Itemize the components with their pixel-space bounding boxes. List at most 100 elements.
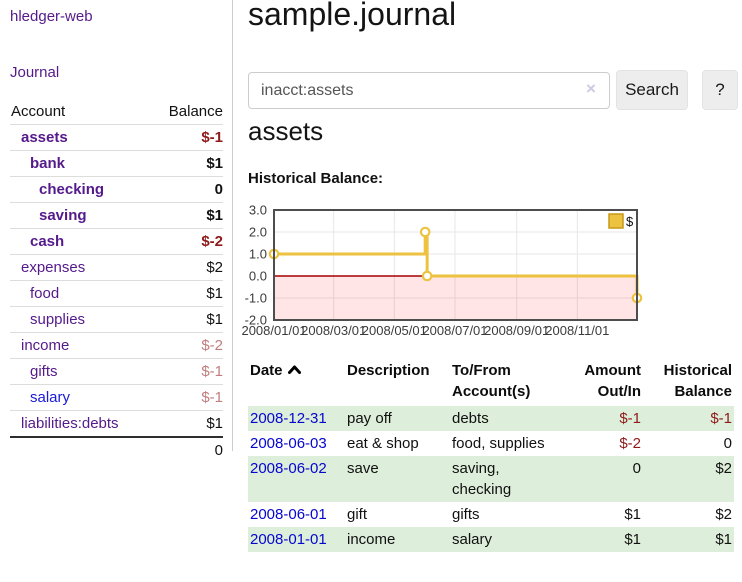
svg-text:2008/09/01: 2008/09/01 — [484, 323, 549, 338]
transaction-accounts: gifts — [452, 506, 480, 523]
svg-text:1.0: 1.0 — [249, 247, 267, 262]
account-link-assets[interactable]: assets — [21, 129, 68, 146]
main-content: sample.journal × Search ? assets Histori… — [241, 0, 742, 582]
transaction-amount: $-2 — [619, 435, 641, 452]
account-link-supplies[interactable]: supplies — [30, 311, 86, 328]
account-link-liabilities-debts[interactable]: liabilities:debts — [21, 415, 119, 432]
account-link-saving[interactable]: saving — [39, 207, 87, 224]
account-balance: $-1 — [151, 124, 223, 151]
transaction-date-link[interactable]: 2008-06-02 — [250, 460, 327, 477]
legend-label: $ — [626, 214, 634, 229]
transaction-amount: $1 — [624, 531, 641, 548]
account-row: income $-2 — [10, 332, 223, 359]
transaction-amount: $-1 — [619, 410, 641, 427]
account-balance: $1 — [151, 150, 223, 177]
chart-title: Historical Balance: — [248, 170, 384, 187]
account-balance: $1 — [151, 280, 223, 307]
transaction-date-link[interactable]: 2008-01-01 — [250, 531, 327, 548]
svg-text:2.0: 2.0 — [249, 225, 267, 240]
sidebar-item-journal[interactable]: Journal — [10, 64, 60, 81]
transaction-description: gift — [347, 506, 368, 523]
column-header-amount: Amount Out/In — [584, 362, 641, 400]
account-link-checking[interactable]: checking — [39, 181, 105, 198]
transaction-accounts: food, supplies — [452, 435, 545, 452]
register-table: Date Description To/From Account(s) Amou… — [248, 358, 734, 552]
page-title: sample.journal — [248, 0, 457, 32]
svg-text:2008/03/01: 2008/03/01 — [301, 323, 366, 338]
svg-text:2008/05/01: 2008/05/01 — [362, 323, 427, 338]
historical-balance-chart: 3.0 2.0 1.0 0.0 -1.0 -2.0 2008/01/01 2008/03/01… — [241, 198, 742, 348]
accounts-header-balance: Balance — [151, 100, 223, 125]
sort-ascending-icon — [287, 365, 301, 374]
account-balance: 0 — [151, 176, 223, 203]
help-button[interactable]: ? — [702, 70, 738, 110]
account-balance: $1 — [151, 410, 223, 438]
account-link-food[interactable]: food — [30, 285, 60, 302]
column-header-description: Description — [347, 362, 430, 379]
account-row: supplies $1 — [10, 306, 223, 333]
transaction-description: eat & shop — [347, 435, 419, 452]
transaction-row: 2008-06-03 eat & shop food, supplies $-2… — [248, 431, 734, 456]
account-link-salary[interactable]: salary — [30, 389, 71, 406]
transaction-accounts: saving, checking — [452, 460, 512, 498]
account-row: assets $-1 — [10, 124, 223, 151]
account-link-income[interactable]: income — [21, 337, 70, 354]
transaction-amount: 0 — [632, 460, 641, 477]
transaction-balance: $2 — [715, 460, 732, 477]
accounts-tree: Account Balance assets $-1 bank $1 check… — [10, 100, 223, 463]
transaction-row: 2008-06-01 gift gifts $1 $2 — [248, 502, 734, 527]
transaction-row: 2008-06-02 save saving, checking 0 $2 — [248, 456, 734, 502]
account-balance: $-1 — [151, 358, 223, 385]
svg-text:0.0: 0.0 — [249, 269, 267, 284]
transaction-balance: 0 — [723, 435, 732, 452]
transaction-accounts: salary — [452, 531, 493, 548]
search-bar: × Search ? — [248, 70, 742, 110]
account-row: cash $-2 — [10, 228, 223, 255]
account-link-bank[interactable]: bank — [30, 155, 66, 172]
accounts-header-row: Account Balance — [10, 100, 223, 125]
register-header-row: Date Description To/From Account(s) Amou… — [248, 358, 734, 406]
transaction-description: save — [347, 460, 379, 477]
svg-text:-2.0: -2.0 — [245, 313, 267, 328]
chart-canvas: 3.0 2.0 1.0 0.0 -1.0 -2.02008/01/012008/03/01… — [241, 203, 643, 338]
account-link-gifts[interactable]: gifts — [30, 363, 58, 380]
transaction-balance: $2 — [715, 506, 732, 523]
brand-link[interactable]: hledger-web — [10, 8, 93, 25]
account-row: liabilities:debts $1 — [10, 410, 223, 438]
account-row: salary $-1 — [10, 384, 223, 411]
accounts-header-account: Account — [10, 100, 152, 125]
transaction-date-link[interactable]: 2008-06-03 — [250, 435, 327, 452]
clear-search-icon[interactable]: × — [586, 79, 596, 98]
search-button[interactable]: Search — [616, 70, 688, 110]
transaction-balance: $1 — [715, 531, 732, 548]
account-balance: $-2 — [151, 332, 223, 359]
transaction-date-link[interactable]: 2008-12-31 — [250, 410, 327, 427]
account-row: checking 0 — [10, 176, 223, 203]
column-header-date[interactable]: Date — [248, 358, 345, 406]
accounts-total-row: 0 — [10, 436, 223, 463]
search-input[interactable] — [248, 72, 610, 109]
transaction-accounts: debts — [452, 410, 489, 427]
svg-text:-1.0: -1.0 — [245, 291, 267, 306]
sidebar: hledger-web Journal Account Balance asse… — [0, 0, 233, 463]
account-link-expenses[interactable]: expenses — [21, 259, 86, 276]
svg-text:2008/07/01: 2008/07/01 — [422, 323, 487, 338]
transaction-balance: $-1 — [710, 410, 732, 427]
account-row: expenses $2 — [10, 254, 223, 281]
account-balance: $1 — [151, 306, 223, 333]
column-header-balance: Historical Balance — [663, 362, 732, 400]
account-balance: $-2 — [151, 228, 223, 255]
svg-text:2008/11/01: 2008/11/01 — [545, 323, 609, 338]
account-link-cash[interactable]: cash — [30, 233, 65, 250]
account-row: gifts $-1 — [10, 358, 223, 385]
transaction-date-link[interactable]: 2008-06-01 — [250, 506, 327, 523]
account-balance: $1 — [151, 202, 223, 229]
account-heading: assets — [248, 116, 324, 146]
account-balance: $2 — [151, 254, 223, 281]
transaction-description: pay off — [347, 410, 392, 427]
transaction-row: 2008-01-01 income salary $1 $1 — [248, 527, 734, 552]
svg-text:2008/01/01: 2008/01/01 — [241, 323, 306, 338]
svg-text:3.0: 3.0 — [249, 203, 267, 218]
account-row: bank $1 — [10, 150, 223, 177]
legend-swatch — [608, 213, 624, 229]
